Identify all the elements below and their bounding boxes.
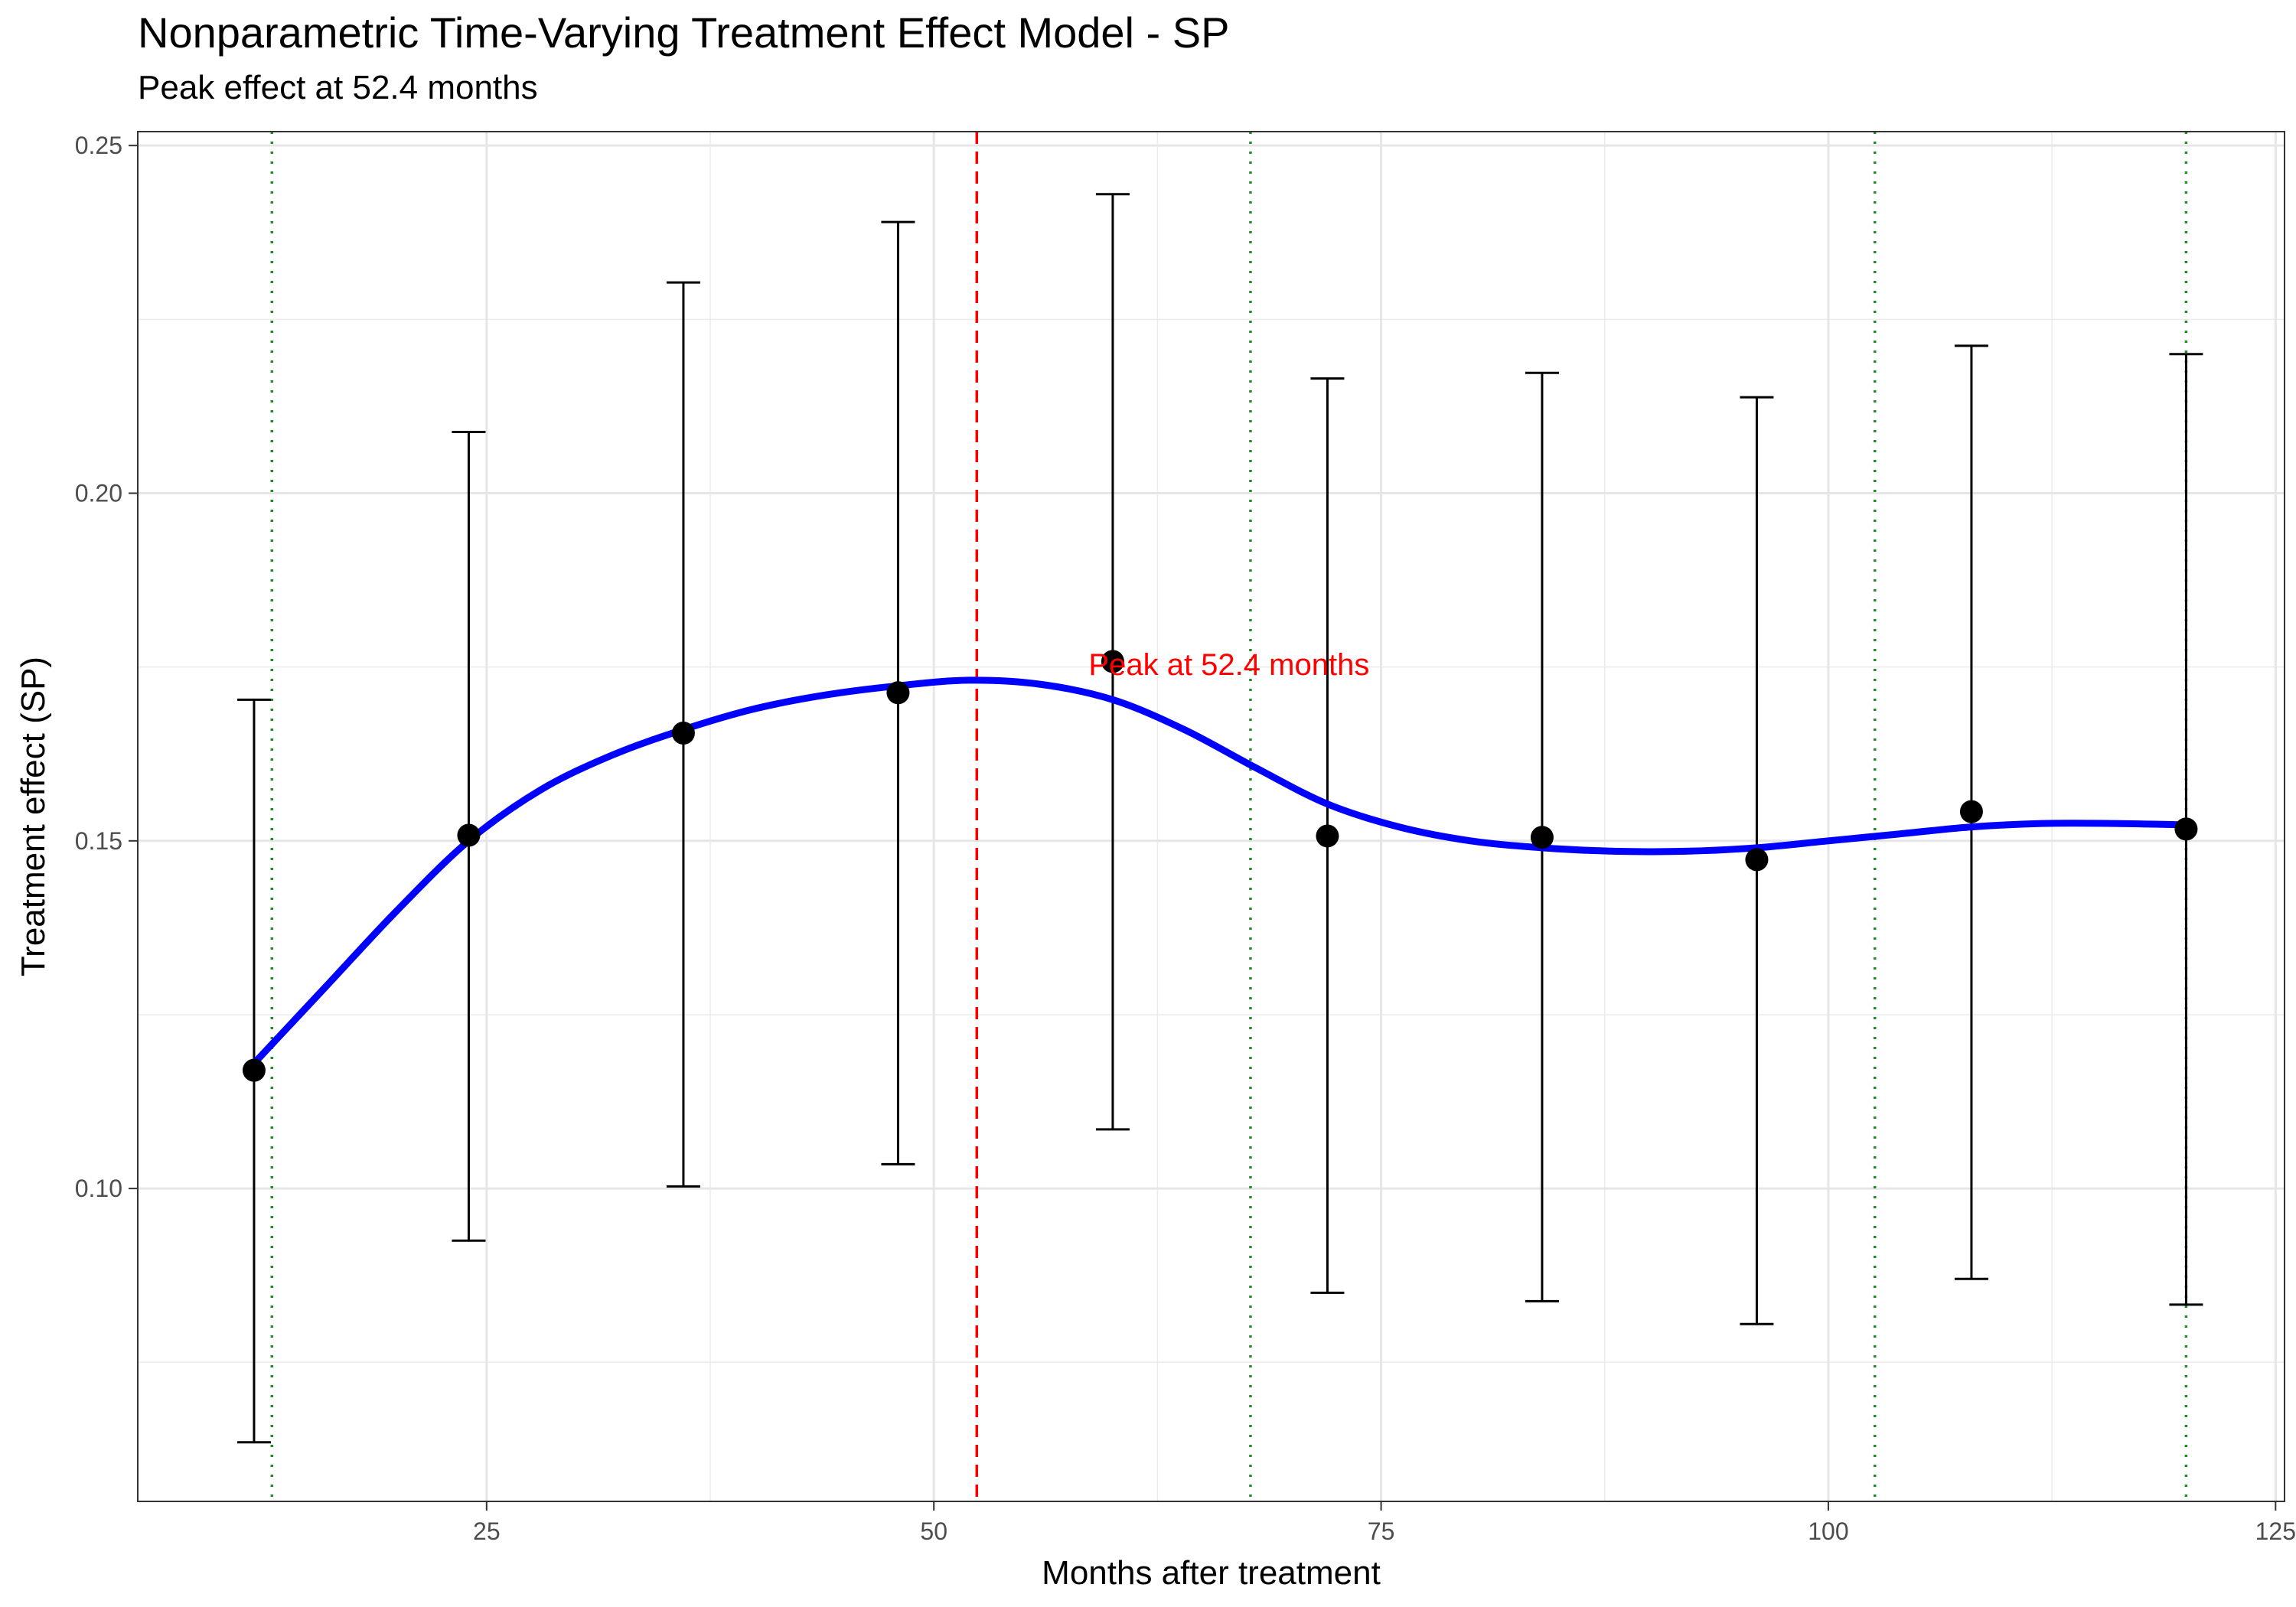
estimate-point <box>2174 817 2198 841</box>
estimate-point <box>1745 848 1769 872</box>
panel-border <box>137 131 2285 1502</box>
y-tick-labels: 0.10 0.15 0.20 0.25 <box>75 132 122 1202</box>
chart-subtitle: Peak effect at 52.4 months <box>138 69 538 106</box>
y-tick-label: 0.20 <box>75 479 122 507</box>
y-tick-label: 0.15 <box>75 827 122 855</box>
estimate-point <box>1101 650 1124 673</box>
y-tick-label: 0.10 <box>75 1175 122 1202</box>
x-tick-label: 75 <box>1368 1517 1395 1545</box>
x-tick-label: 125 <box>2255 1517 2296 1545</box>
reference-lines <box>270 132 2188 1501</box>
estimate-point <box>1316 824 1339 848</box>
estimate-point <box>671 721 695 745</box>
estimate-point <box>457 823 481 847</box>
x-axis-title: Months after treatment <box>1042 1554 1381 1592</box>
estimate-point <box>886 681 910 705</box>
x-tick-labels: 25 50 75 100 125 <box>473 1517 2296 1545</box>
peak-annotation: Peak at 52.4 months <box>1088 648 1369 682</box>
estimate-point <box>1959 800 1983 823</box>
estimate-point <box>242 1058 266 1082</box>
estimate-points <box>242 650 2198 1082</box>
y-tick-label: 0.25 <box>75 132 122 159</box>
error-bars <box>236 193 2203 1444</box>
x-tick-label: 50 <box>920 1517 947 1545</box>
y-axis-title: Treatment effect (SP) <box>15 657 52 976</box>
x-tick-label: 25 <box>473 1517 501 1545</box>
major-gridlines <box>138 132 2285 1501</box>
annotations: Peak at 52.4 months <box>1088 648 1369 682</box>
fitted-curve-line <box>251 676 2187 1066</box>
chart-title: Nonparametric Time-Varying Treatment Eff… <box>138 8 1230 57</box>
axis-ticks <box>129 145 2277 1511</box>
minor-gridlines <box>138 132 2285 1501</box>
estimate-point <box>1530 826 1554 849</box>
x-tick-label: 100 <box>1808 1517 1848 1545</box>
fitted-curve <box>251 676 2187 1066</box>
